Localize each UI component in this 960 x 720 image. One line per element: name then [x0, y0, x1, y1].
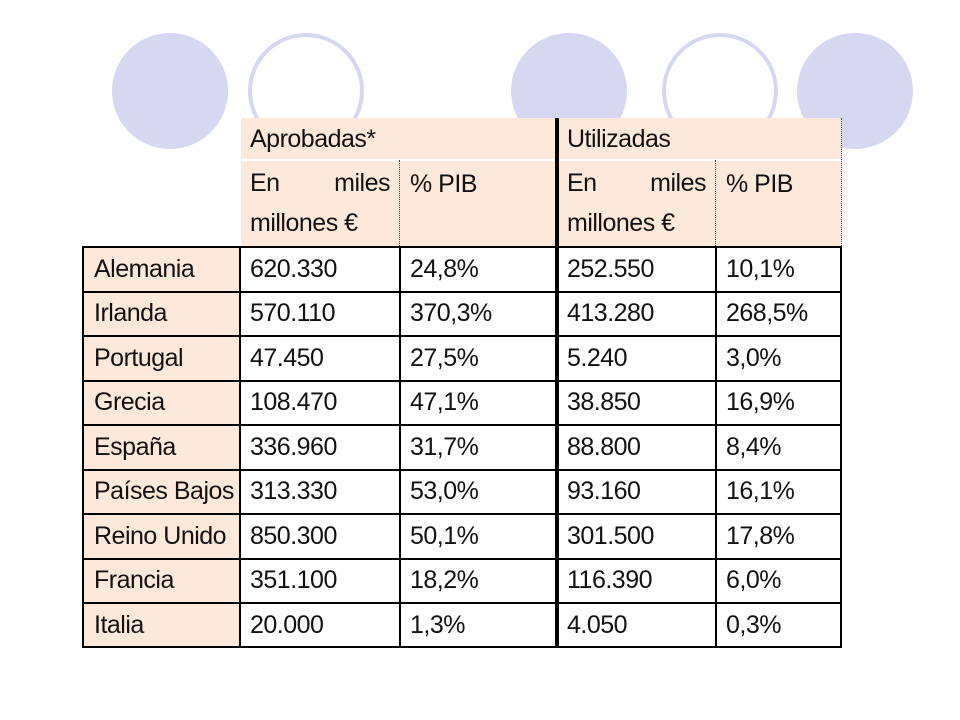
- cell-approved-amount: 20.000: [240, 602, 400, 647]
- cell-used-pct: 6,0%: [716, 557, 842, 602]
- country-name: España: [82, 424, 240, 469]
- table-border-left: [82, 246, 84, 647]
- cell-approved-pct: 24,8%: [400, 246, 557, 291]
- cell-approved-amount: 351.100: [240, 557, 400, 602]
- subheader-word: miles: [334, 168, 390, 197]
- subheader-word: miles: [650, 168, 706, 197]
- cell-approved-amount: 108.470: [240, 379, 400, 424]
- cell-approved-pct: 53,0%: [400, 468, 557, 513]
- cell-used-amount: 88.800: [557, 424, 716, 469]
- cell-used-pct: 10,1%: [716, 246, 842, 291]
- cell-approved-pct: 50,1%: [400, 513, 557, 558]
- cell-approved-amount: 47.450: [240, 335, 400, 380]
- cell-used-amount: 38.850: [557, 379, 716, 424]
- country-name: Portugal: [82, 335, 240, 380]
- header-divider: [399, 160, 400, 246]
- subheader-word: En: [250, 168, 280, 197]
- column-divider: [239, 246, 241, 647]
- country-name: Países Bajos: [82, 468, 240, 513]
- cell-approved-pct: 370,3%: [400, 290, 557, 335]
- cell-used-amount: 116.390: [557, 557, 716, 602]
- cell-used-pct: 17,8%: [716, 513, 842, 558]
- group-header-approved: Aprobadas*: [240, 118, 557, 160]
- cell-approved-amount: 336.960: [240, 424, 400, 469]
- country-name: Reino Unido: [82, 513, 240, 558]
- group-header-used: Utilizadas: [557, 118, 842, 160]
- country-name: Grecia: [82, 379, 240, 424]
- group-divider: [555, 118, 559, 647]
- subheader-used-amount: En miles millones €: [557, 160, 716, 246]
- cell-used-pct: 16,9%: [716, 379, 842, 424]
- cell-used-amount: 93.160: [557, 468, 716, 513]
- cell-used-amount: 301.500: [557, 513, 716, 558]
- cell-approved-amount: 620.330: [240, 246, 400, 291]
- cell-used-amount: 5.240: [557, 335, 716, 380]
- cell-approved-amount: 850.300: [240, 513, 400, 558]
- cell-approved-pct: 1,3%: [400, 602, 557, 647]
- subheader-approved-pct: % PIB: [400, 160, 557, 246]
- cell-used-amount: 252.550: [557, 246, 716, 291]
- header-divider: [841, 118, 842, 246]
- cell-approved-pct: 18,2%: [400, 557, 557, 602]
- cell-approved-pct: 27,5%: [400, 335, 557, 380]
- table-border-bottom: [82, 645, 842, 648]
- column-divider: [399, 246, 401, 647]
- cell-approved-amount: 313.330: [240, 468, 400, 513]
- country-name: Alemania: [82, 246, 240, 291]
- subheader-line2: millones €: [250, 208, 358, 237]
- cell-used-pct: 3,0%: [716, 335, 842, 380]
- table-border-right: [840, 246, 842, 647]
- subheader-word: En: [567, 168, 597, 197]
- header-divider: [239, 118, 241, 246]
- country-name: Irlanda: [82, 290, 240, 335]
- cell-approved-pct: 31,7%: [400, 424, 557, 469]
- subheader-used-pct: % PIB: [716, 160, 842, 246]
- cell-used-pct: 16,1%: [716, 468, 842, 513]
- subheader-approved-amount: En miles millones €: [240, 160, 400, 246]
- header-divider: [240, 159, 842, 161]
- cell-used-pct: 0,3%: [716, 602, 842, 647]
- decorative-circle: [112, 33, 228, 149]
- column-divider: [715, 246, 717, 647]
- country-name: Italia: [82, 602, 240, 647]
- cell-approved-amount: 570.110: [240, 290, 400, 335]
- cell-used-pct: 8,4%: [716, 424, 842, 469]
- cell-approved-pct: 47,1%: [400, 379, 557, 424]
- cell-used-pct: 268,5%: [716, 290, 842, 335]
- cell-used-amount: 413.280: [557, 290, 716, 335]
- subheader-line2: millones €: [567, 208, 675, 237]
- header-divider: [715, 160, 716, 246]
- cell-used-amount: 4.050: [557, 602, 716, 647]
- country-name: Francia: [82, 557, 240, 602]
